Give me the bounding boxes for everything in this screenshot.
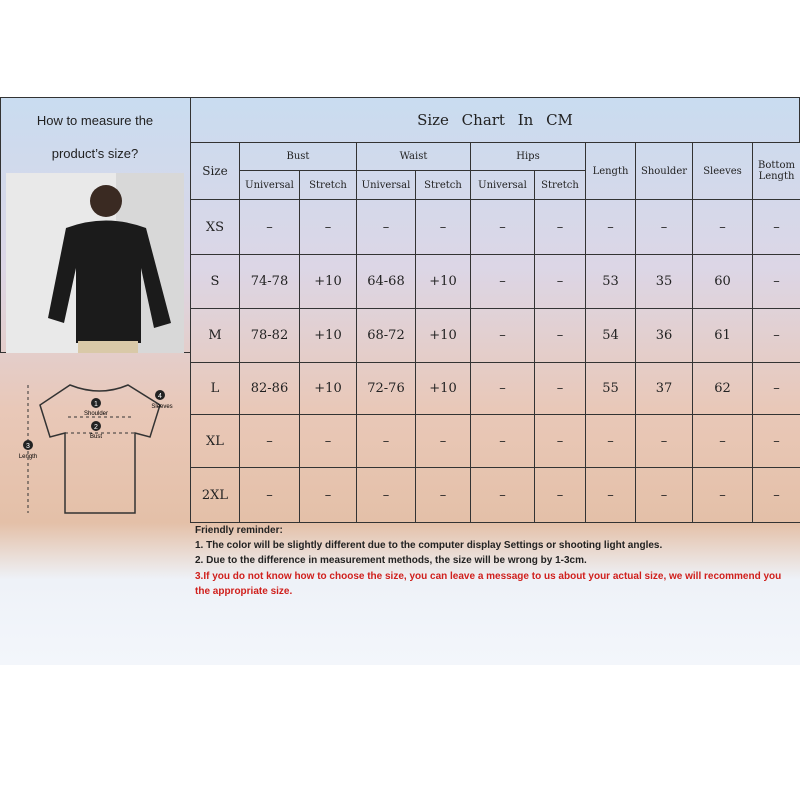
subheader: Stretch — [415, 170, 471, 200]
table-cell: – — [635, 199, 693, 255]
product-photo — [6, 173, 184, 353]
heading-line: How to measure the — [36, 113, 154, 128]
diagram-number: 3 — [26, 443, 30, 450]
table-cell: – — [752, 308, 800, 363]
table-cell: – — [752, 467, 800, 523]
diagram-label: Bust — [90, 434, 102, 440]
table-cell: 61 — [692, 308, 753, 363]
size-label: XS — [190, 199, 240, 255]
table-cell: – — [239, 414, 300, 468]
table-cell: – — [752, 362, 800, 415]
reminder-note: 3.If you do not know how to choose the s… — [195, 571, 782, 597]
table-cell: – — [299, 467, 357, 523]
table-cell: – — [299, 414, 357, 468]
header: Sleeves — [692, 142, 753, 200]
table-cell: – — [299, 199, 357, 255]
table-cell: 78-82 — [239, 308, 300, 363]
table-cell: – — [356, 414, 416, 468]
table-cell: 68-72 — [356, 308, 416, 363]
size-label: M — [190, 308, 240, 363]
table-cell: – — [635, 467, 693, 523]
diagram-number: 4 — [158, 393, 162, 400]
table-cell: – — [239, 467, 300, 523]
table-cell: – — [534, 254, 586, 309]
table-cell: 60 — [692, 254, 753, 309]
reminder-note: 2. Due to the difference in measurement … — [195, 555, 587, 566]
table-cell: 74-78 — [239, 254, 300, 309]
reminder-note: 1. The color will be slightly different … — [195, 540, 663, 551]
table-cell: +10 — [299, 362, 357, 415]
table-cell: – — [415, 414, 471, 468]
table-cell: 82-86 — [239, 362, 300, 415]
table-cell: – — [534, 308, 586, 363]
diagram-label: Length — [19, 454, 37, 460]
header: Bust — [239, 142, 357, 171]
table-cell: 55 — [585, 362, 636, 415]
table-cell: – — [470, 362, 535, 415]
reminder-title: Friendly reminder: — [195, 525, 283, 536]
table-cell: – — [692, 467, 753, 523]
table-cell: 35 — [635, 254, 693, 309]
table-cell: – — [534, 414, 586, 468]
table-title: Size Chart In CM — [190, 97, 800, 143]
table-cell: 36 — [635, 308, 693, 363]
table-cell: +10 — [299, 308, 357, 363]
table-cell: – — [692, 414, 753, 468]
diagram-label: Sleeves — [151, 404, 172, 410]
table-cell: – — [635, 414, 693, 468]
diagram-label: Shoulder — [84, 411, 108, 417]
table-cell: – — [534, 467, 586, 523]
table-cell: 64-68 — [356, 254, 416, 309]
table-cell: – — [585, 414, 636, 468]
header: Size — [190, 142, 240, 200]
table-cell: – — [239, 199, 300, 255]
heading-line: product’s size? — [51, 146, 139, 161]
table-cell: +10 — [415, 362, 471, 415]
size-label: S — [190, 254, 240, 309]
subheader: Universal — [356, 170, 416, 200]
table-cell: – — [356, 199, 416, 255]
table-cell: 53 — [585, 254, 636, 309]
header: Bottom Length — [752, 142, 800, 200]
subheader: Stretch — [299, 170, 357, 200]
table-cell: – — [415, 467, 471, 523]
header: Shoulder — [635, 142, 693, 200]
table-cell: 37 — [635, 362, 693, 415]
table-cell: +10 — [415, 308, 471, 363]
table-cell: – — [415, 199, 471, 255]
table-cell: – — [752, 254, 800, 309]
diagram-number: 1 — [94, 401, 98, 408]
size-label: 2XL — [190, 467, 240, 523]
table-cell: 54 — [585, 308, 636, 363]
table-cell: – — [534, 362, 586, 415]
table-cell: – — [534, 199, 586, 255]
table-cell: 62 — [692, 362, 753, 415]
header: Length — [585, 142, 636, 200]
table-cell: – — [692, 199, 753, 255]
diagram-number: 2 — [94, 424, 98, 431]
header: Hips — [470, 142, 586, 171]
table-cell: – — [470, 254, 535, 309]
size-label: L — [190, 362, 240, 415]
table-cell: – — [470, 199, 535, 255]
subheader: Universal — [470, 170, 535, 200]
table-cell: +10 — [299, 254, 357, 309]
table-cell: – — [356, 467, 416, 523]
table-cell: – — [470, 467, 535, 523]
table-cell: – — [585, 199, 636, 255]
table-cell: – — [470, 414, 535, 468]
subheader: Universal — [239, 170, 300, 200]
table-cell: – — [752, 414, 800, 468]
table-cell: 72-76 — [356, 362, 416, 415]
shirt-diagram: 1 Shoulder 2 Bust 3 Length 4 Sleeves — [19, 384, 173, 514]
subheader: Stretch — [534, 170, 586, 200]
size-label: XL — [190, 414, 240, 468]
table-cell: – — [752, 199, 800, 255]
table-cell: +10 — [415, 254, 471, 309]
table-cell: – — [585, 467, 636, 523]
table-cell: – — [470, 308, 535, 363]
header: Waist — [356, 142, 471, 171]
